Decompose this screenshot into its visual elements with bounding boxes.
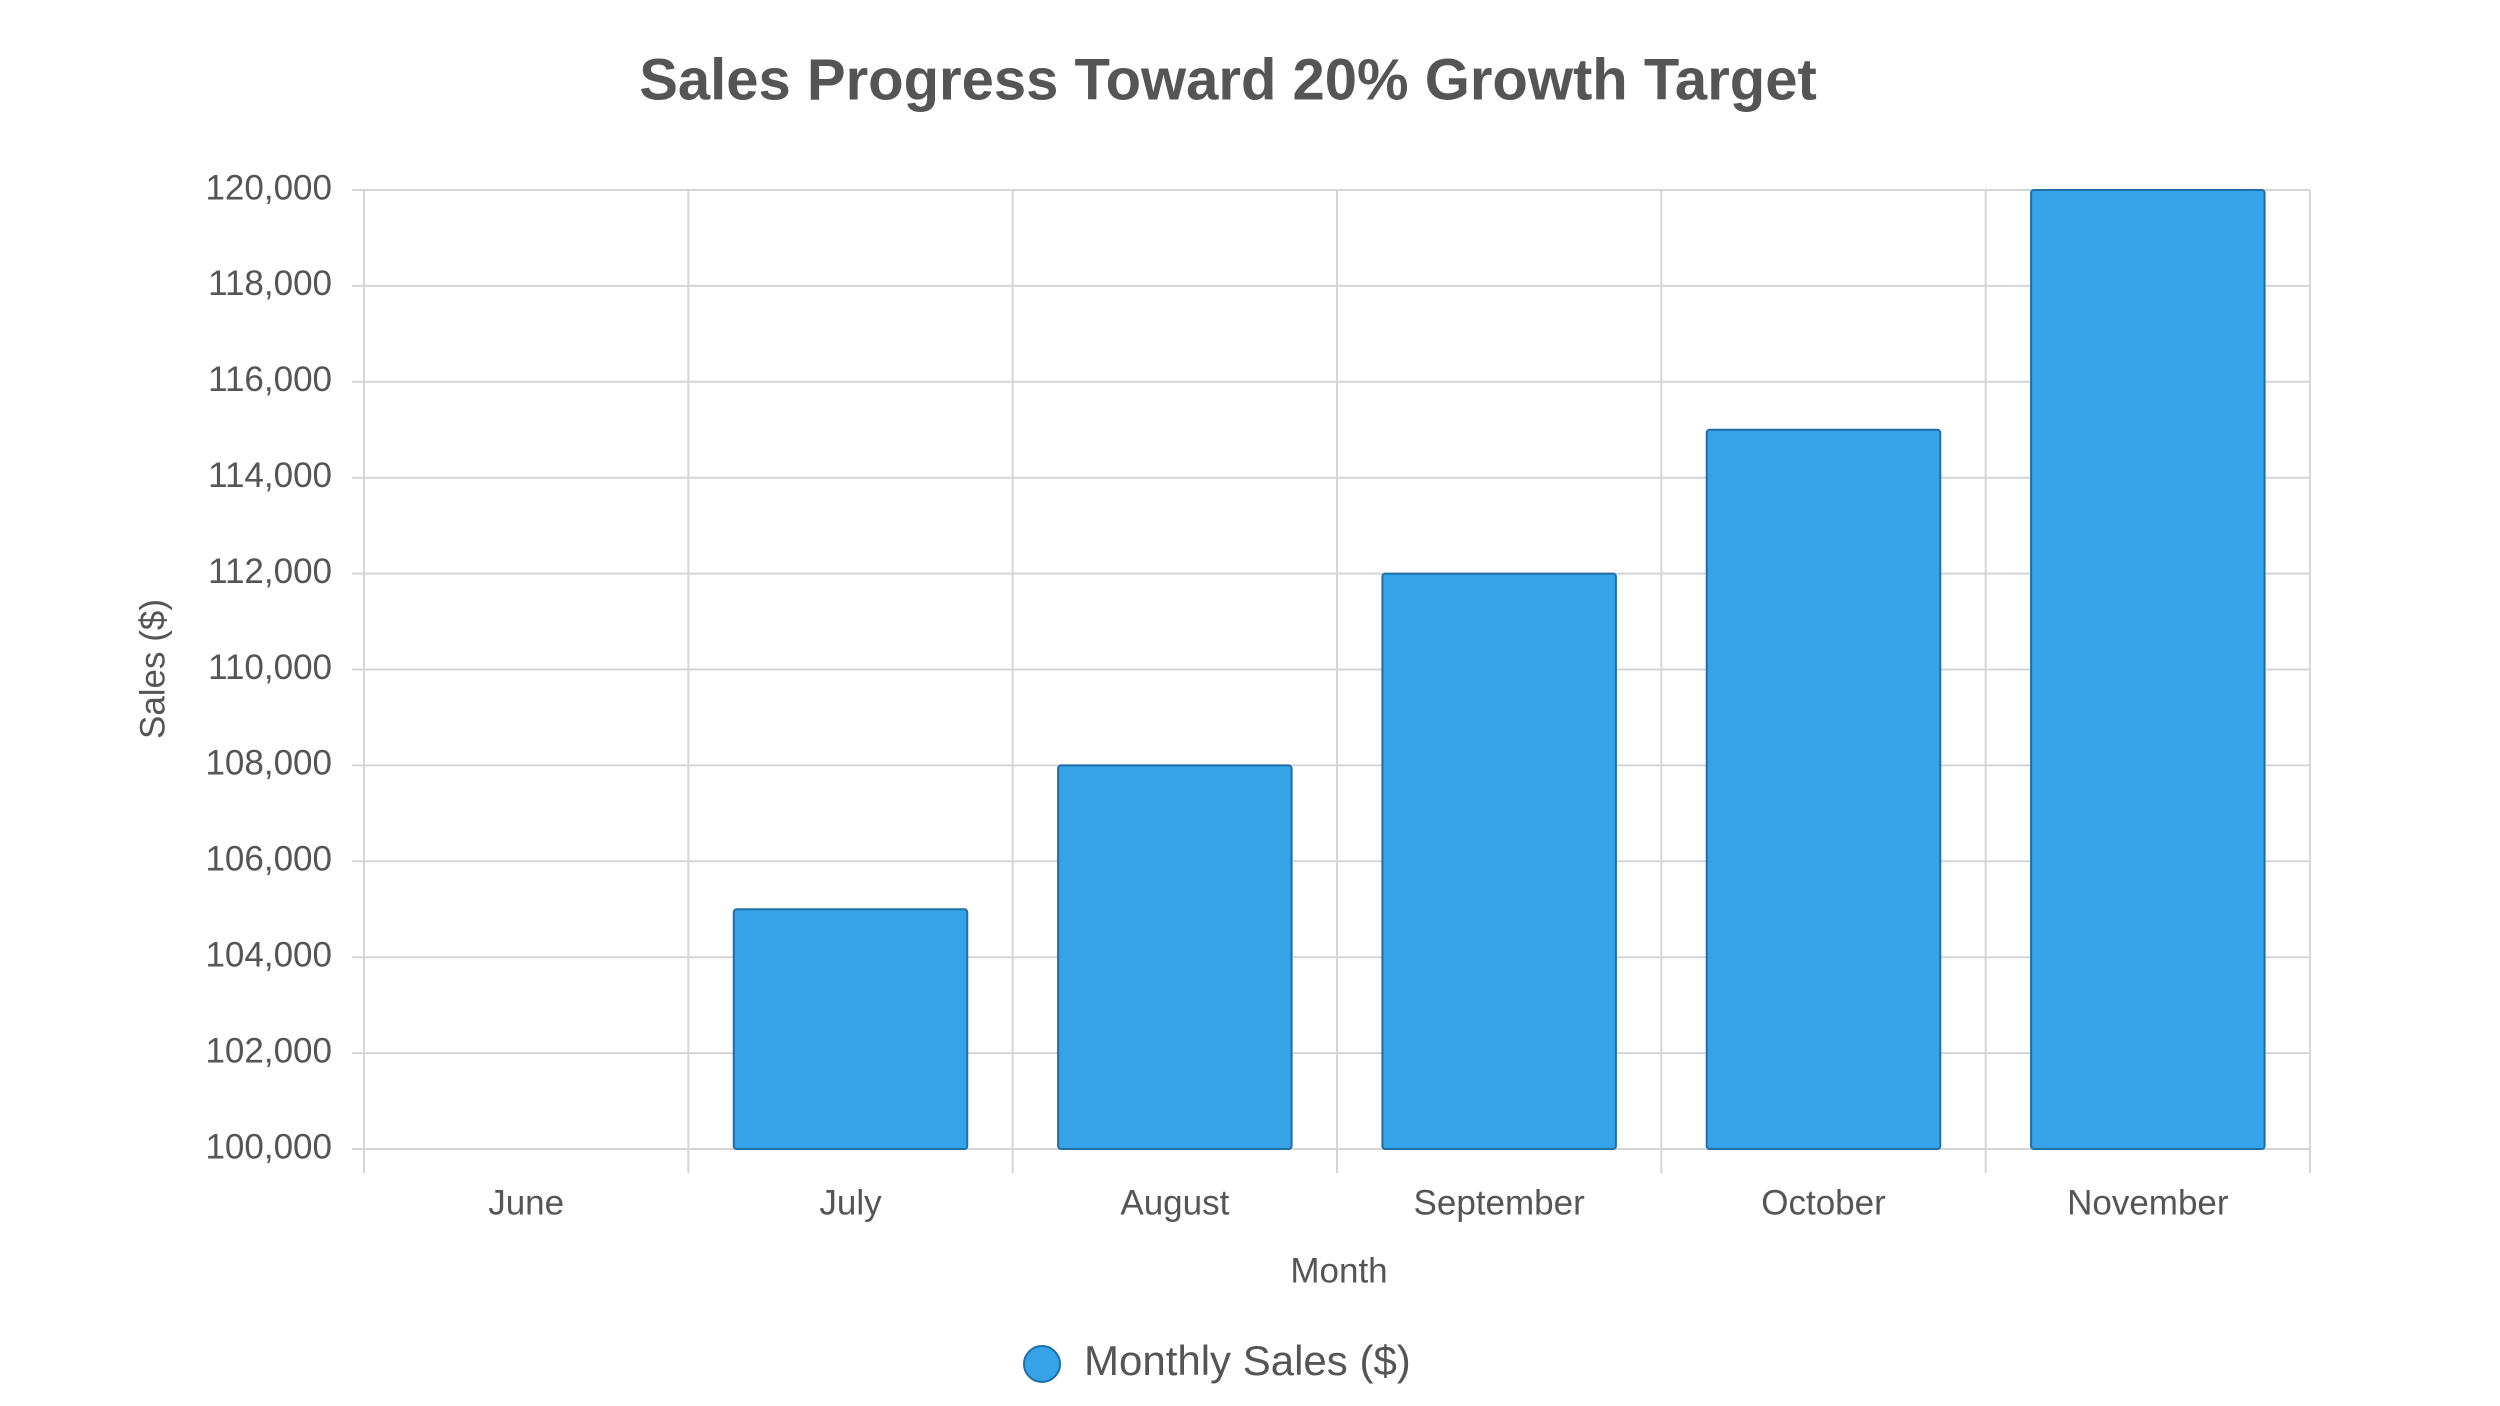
- y-tick-label: 104,000: [205, 935, 332, 974]
- bar: [1705, 428, 1942, 1150]
- x-axis-title: Month: [1290, 1251, 1387, 1290]
- y-tick-label: 114,000: [208, 456, 332, 495]
- y-tick-label: 106,000: [205, 840, 332, 879]
- legend-marker: [1023, 1345, 1061, 1383]
- chart-title: Sales Progress Toward 20% Growth Target: [639, 47, 1817, 112]
- y-tick-label: 100,000: [205, 1127, 332, 1166]
- bar: [732, 908, 969, 1150]
- y-tick-label: 112,000: [208, 552, 332, 591]
- x-tick-label: July: [819, 1183, 882, 1222]
- x-tick-label: August: [1120, 1183, 1229, 1222]
- bar: [1057, 764, 1293, 1151]
- x-tick-label: September: [1414, 1183, 1586, 1222]
- x-tick-label: November: [2067, 1183, 2229, 1222]
- legend-label: Monthly Sales ($): [1084, 1337, 1411, 1384]
- y-tick-label: 108,000: [205, 744, 332, 783]
- y-tick-label: 116,000: [208, 360, 332, 399]
- bar: [1381, 572, 1617, 1150]
- y-tick-label: 110,000: [208, 648, 332, 687]
- y-tick-label: 102,000: [205, 1031, 332, 1070]
- x-tick-label: June: [488, 1183, 564, 1222]
- y-tick-label: 120,000: [205, 168, 332, 207]
- x-tick-label: October: [1761, 1183, 1886, 1222]
- y-axis-title: Sales ($): [133, 599, 172, 739]
- y-tick-label: 118,000: [208, 264, 332, 303]
- bar: [2030, 189, 2266, 1150]
